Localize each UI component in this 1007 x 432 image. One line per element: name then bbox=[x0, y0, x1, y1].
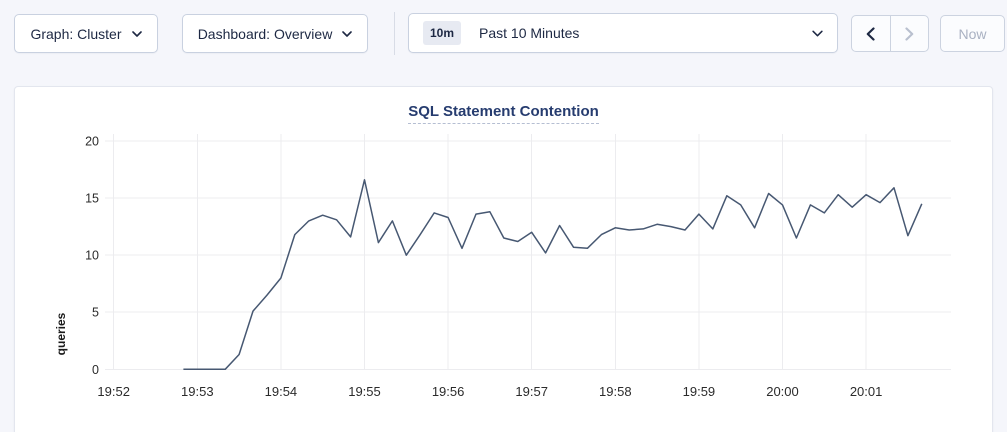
dashboard-dropdown[interactable]: Dashboard: Overview bbox=[182, 14, 368, 53]
now-button[interactable]: Now bbox=[940, 15, 1005, 52]
dashboard-dropdown-label: Dashboard: Overview bbox=[197, 25, 333, 42]
chevron-right-icon bbox=[905, 26, 914, 41]
x-tick-label: 19:56 bbox=[432, 384, 465, 399]
y-tick-label: 5 bbox=[92, 306, 99, 320]
time-range-badge: 10m bbox=[423, 21, 462, 45]
y-tick-label: 20 bbox=[85, 135, 99, 149]
chevron-down-icon bbox=[812, 30, 823, 37]
graph-dropdown[interactable]: Graph: Cluster bbox=[14, 14, 158, 53]
x-tick-label: 19:59 bbox=[683, 384, 716, 399]
chevron-left-icon bbox=[866, 26, 875, 41]
now-button-label: Now bbox=[958, 25, 987, 42]
chart-canvas: 0 5 10 15 20 19:52 19:53 19:54 19:55 19:56 19:57 19… bbox=[85, 134, 951, 399]
chart-title-wrap: SQL Statement Contention bbox=[15, 103, 992, 124]
x-tick-label: 19:58 bbox=[599, 384, 632, 399]
chevron-down-icon bbox=[342, 30, 353, 37]
chart-panel: SQL Statement Contention queries 0 5 10 15 2… bbox=[14, 86, 993, 432]
time-nav-group bbox=[851, 15, 929, 52]
y-tick-label: 10 bbox=[85, 249, 99, 263]
chart-title[interactable]: SQL Statement Contention bbox=[408, 103, 599, 124]
x-tick-label: 19:54 bbox=[265, 384, 298, 399]
x-tick-label: 19:55 bbox=[348, 384, 381, 399]
time-nav-next-button[interactable] bbox=[889, 16, 929, 51]
y-tick-label: 0 bbox=[92, 363, 99, 377]
x-tick-label: 19:53 bbox=[181, 384, 214, 399]
toolbar-divider bbox=[394, 12, 395, 55]
graph-dropdown-label: Graph: Cluster bbox=[30, 25, 122, 42]
chevron-down-icon bbox=[131, 30, 142, 37]
queries-series-line bbox=[183, 179, 923, 371]
x-tick-label: 19:52 bbox=[97, 384, 130, 399]
x-tick-label: 19:57 bbox=[515, 384, 548, 399]
time-range-picker[interactable]: 10m Past 10 Minutes bbox=[408, 13, 838, 53]
x-tick-label: 20:01 bbox=[850, 384, 883, 399]
time-range-label: Past 10 Minutes bbox=[479, 25, 580, 41]
time-nav-prev-button[interactable] bbox=[852, 16, 890, 51]
x-tick-label: 20:00 bbox=[766, 384, 799, 399]
y-tick-label: 15 bbox=[85, 192, 99, 206]
